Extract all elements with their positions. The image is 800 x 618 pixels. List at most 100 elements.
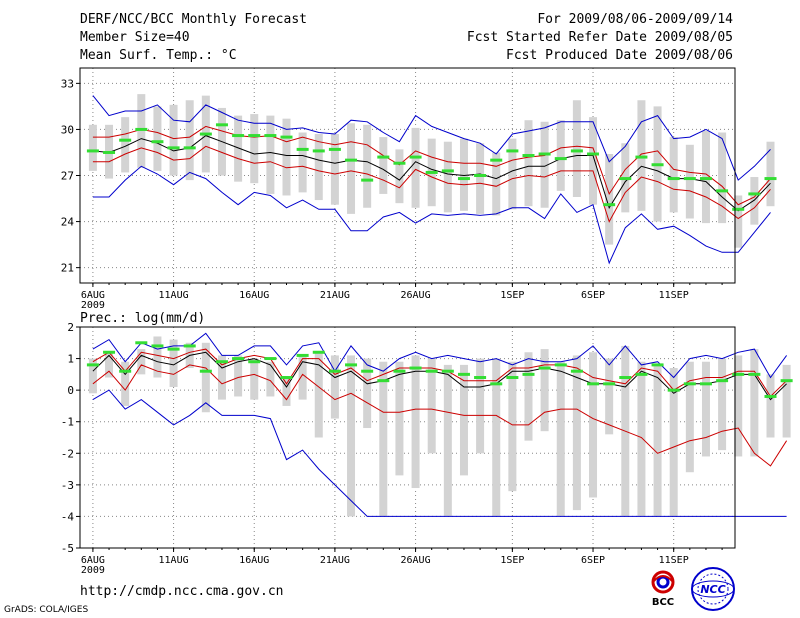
- prec-spread-box: [314, 352, 323, 438]
- temp-spread-box: [314, 134, 323, 201]
- temp-spread-box: [234, 115, 243, 182]
- precip-panel-title: Prec.: log(mm/d): [80, 311, 206, 326]
- prec-spread-box: [556, 361, 565, 517]
- prec-spread-box: [217, 355, 226, 400]
- temp-ytick-label: 24: [61, 216, 75, 229]
- prec-xtick-label: 6AUG: [81, 555, 105, 566]
- prec-ytick-label: -5: [61, 542, 74, 555]
- temp-spread-box: [363, 124, 372, 208]
- temp-spread-box: [379, 137, 388, 194]
- prec-ytick-label: 0: [67, 384, 74, 397]
- temp-line-median: [92, 135, 771, 212]
- temp-spread-box: [508, 138, 517, 210]
- temp-ytick-label: 27: [61, 170, 74, 183]
- prec-spread-box: [395, 361, 404, 476]
- temp-xtick-year: 2009: [81, 300, 105, 311]
- prec-spread-box: [492, 358, 501, 517]
- temp-xtick-label: 26AUG: [401, 290, 431, 301]
- prec-spread-box: [605, 358, 614, 435]
- prec-spread-box: [250, 358, 259, 400]
- prec-spread-box: [427, 358, 436, 454]
- temp-spread-box: [540, 121, 549, 208]
- temp-spread-box: [395, 149, 404, 204]
- temp-spread-box: [750, 177, 759, 225]
- temp-spread-box: [88, 124, 97, 171]
- temp-spread-box: [443, 141, 452, 213]
- prec-spread-box: [266, 361, 275, 397]
- prec-xtick-year: 2009: [81, 565, 105, 576]
- prec-spread-box: [701, 361, 710, 457]
- prec-spread-box: [411, 355, 420, 489]
- ncc-logo: NCC: [691, 567, 735, 611]
- temp-spread-box: [718, 132, 727, 224]
- temp-line-max: [92, 95, 771, 181]
- bcc-logo-text: BCC: [652, 597, 674, 608]
- variable-label: Mean Surf. Temp.: °C: [80, 48, 237, 63]
- source-url[interactable]: http://cmdp.ncc.cma.gov.cn: [80, 584, 284, 599]
- started-date: Fcst Started Refer Date 2009/08/05: [466, 30, 733, 45]
- temp-spread-box: [411, 127, 420, 208]
- member-size: Member Size=40: [80, 30, 190, 45]
- prec-spread-box: [782, 364, 791, 438]
- temp-xtick-label: 21AUG: [320, 290, 350, 301]
- temp-xtick-label: 1SEP: [500, 290, 524, 301]
- prec-ytick-label: -2: [61, 447, 74, 460]
- temp-line-p10: [92, 145, 771, 223]
- temp-spread-box: [492, 152, 501, 216]
- prec-spread-box: [443, 364, 452, 517]
- prec-spread-box: [459, 364, 468, 476]
- temp-line-min: [92, 165, 771, 265]
- prec-ytick-label: -1: [61, 416, 74, 429]
- prec-ytick-label: -3: [61, 479, 74, 492]
- prec-spread-box: [669, 368, 678, 517]
- prec-spread-box: [88, 358, 97, 394]
- prec-spread-box: [476, 358, 485, 454]
- prec-spread-box: [169, 339, 178, 387]
- temp-xtick-label: 11SEP: [659, 290, 689, 301]
- prec-spread-box: [637, 361, 646, 517]
- temp-spread-box: [476, 143, 485, 214]
- temp-spread-box: [459, 138, 468, 211]
- temp-ytick-label: 30: [61, 123, 74, 136]
- prec-ytick-label: 1: [67, 353, 74, 366]
- temp-spread-box: [605, 154, 614, 245]
- temp-xtick-label: 6SEP: [581, 290, 605, 301]
- prec-spread-box: [137, 349, 146, 375]
- temp-spread-box: [347, 123, 356, 214]
- prec-xtick-label: 16AUG: [239, 555, 269, 566]
- prec-spread-box: [282, 377, 291, 406]
- prec-ytick-label: -4: [61, 510, 75, 523]
- prec-spread-box: [347, 355, 356, 517]
- prec-xtick-label: 21AUG: [320, 555, 350, 566]
- temp-spread-box: [766, 141, 775, 207]
- prec-spread-box: [685, 361, 694, 473]
- temp-spread-box: [250, 114, 259, 184]
- prec-spread-box: [105, 352, 114, 378]
- temp-xtick-label: 16AUG: [239, 290, 269, 301]
- temp-spread-box: [701, 130, 710, 224]
- prec-spread-box: [734, 355, 743, 457]
- prec-spread-box: [201, 342, 210, 413]
- temp-spread-box: [266, 115, 275, 194]
- prec-xtick-label: 26AUG: [401, 555, 431, 566]
- temp-spread-box: [589, 117, 598, 205]
- prec-spread-box: [379, 361, 388, 517]
- prec-spread-box: [718, 358, 727, 451]
- prec-frame: [79, 326, 736, 549]
- produced-date: Fcst Produced Date 2009/08/06: [506, 48, 733, 63]
- prec-spread-box: [653, 364, 662, 517]
- temp-line-p90: [92, 125, 771, 206]
- prec-xtick-label: 11SEP: [659, 555, 689, 566]
- prec-spread-box: [750, 349, 759, 457]
- temp-spread-box: [572, 100, 581, 197]
- prec-spread-box: [524, 352, 533, 441]
- prec-spread-box: [298, 355, 307, 400]
- prec-xtick-label: 1SEP: [500, 555, 524, 566]
- temp-spread-box: [669, 137, 678, 213]
- bcc-logo: BCC: [651, 570, 675, 608]
- temp-spread-box: [524, 120, 533, 207]
- temp-xtick-label: 6AUG: [81, 290, 105, 301]
- prec-spread-box: [540, 349, 549, 432]
- temp-spread-box: [330, 134, 339, 205]
- prec-xtick-label: 11AUG: [159, 555, 189, 566]
